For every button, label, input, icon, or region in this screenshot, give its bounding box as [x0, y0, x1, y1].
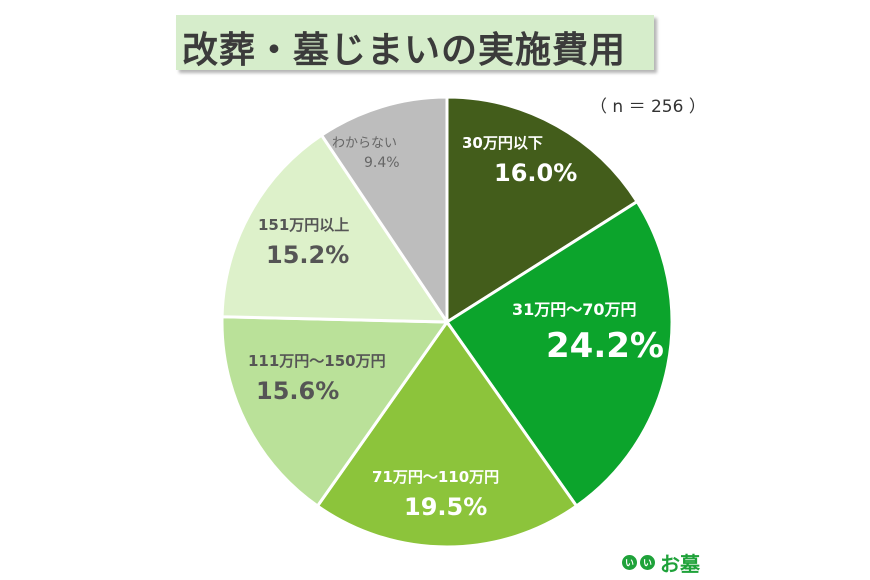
value-label: 15.2%: [266, 241, 350, 269]
pie-slice: [445, 95, 640, 325]
value-label: 16.0%: [494, 159, 578, 187]
value-label: 15.6%: [256, 377, 340, 405]
value-label: 24.2%: [546, 326, 664, 366]
logo-mark: い: [640, 555, 655, 570]
slice-label: 151万円以上 15.2%: [258, 214, 349, 269]
logo: い い お墓: [622, 548, 700, 577]
pie-slice: [444, 199, 674, 509]
value-label: 9.4%: [364, 155, 400, 171]
pie-slice: [315, 319, 579, 549]
category-label: 151万円以上: [258, 216, 350, 234]
pie-slice: [319, 95, 449, 327]
logo-mark: い: [622, 555, 637, 570]
title-box: 改葬・墓じまいの実施費用: [176, 15, 654, 71]
sample-size-note: （ n ＝ 256 ）: [590, 97, 706, 117]
category-label: わからない: [332, 136, 398, 151]
category-label: 30万円以下: [462, 134, 543, 152]
slice-label: 31万円～70万円 24.2%: [512, 296, 664, 366]
logo-text: お墓: [660, 552, 700, 576]
slice-label: 30万円以下 16.0%: [462, 132, 577, 187]
slice-label: 71万円～110万円 19.5%: [372, 466, 499, 521]
category-label: 111万円～150万円: [248, 352, 386, 370]
pie-slice: [220, 133, 450, 324]
category-label: 31万円～70万円: [512, 300, 637, 319]
slice-label: わからない 9.4%: [332, 132, 400, 171]
category-label: 71万円～110万円: [372, 468, 500, 486]
pie-slice: [220, 315, 450, 509]
value-label: 19.5%: [404, 493, 488, 521]
slice-label: 111万円～150万円 15.6%: [248, 350, 386, 405]
chart-title: 改葬・墓じまいの実施費用: [182, 30, 627, 71]
